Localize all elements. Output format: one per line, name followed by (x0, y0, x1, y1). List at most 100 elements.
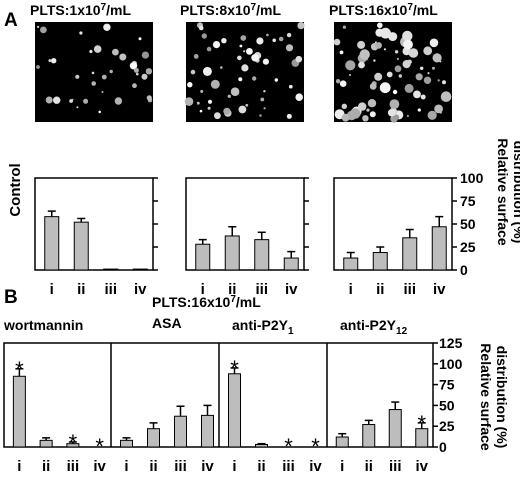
x-tick-label: iv (93, 458, 106, 475)
bar (402, 237, 418, 271)
x-tick-label: iii (67, 458, 80, 475)
platelet-speck (91, 81, 96, 86)
y-tick-label: 25 (460, 239, 476, 255)
platelet-speck (380, 27, 391, 39)
micrograph-image (35, 22, 153, 122)
platelet-speck (375, 42, 383, 49)
x-tick-label: iv (309, 458, 322, 475)
platelet-speck (241, 64, 249, 72)
bar (254, 239, 270, 271)
panel-b-ylabel-1: Relative surface (478, 343, 494, 451)
x-tick-label: iii (282, 458, 295, 475)
platelet-speck (362, 115, 369, 122)
platelet-speck (349, 108, 361, 119)
bar (73, 221, 89, 271)
platelet-speck (359, 49, 370, 60)
platelet-speck (357, 40, 366, 49)
platelet-speck (190, 69, 196, 75)
platelet-speck (45, 96, 53, 104)
platelet-speck (442, 80, 446, 85)
platelet-speck (239, 44, 243, 48)
platelet-speck (295, 55, 303, 63)
platelet-speck (285, 44, 294, 52)
platelet-speck (286, 113, 292, 119)
panel-b-header: PLTS:16x107/mL (152, 294, 261, 310)
x-tick-label: iv (285, 281, 298, 298)
bar (12, 375, 26, 448)
col2-title: PLTS:8x107/mL (180, 2, 281, 18)
platelet-speck (40, 26, 47, 34)
platelet-speck (103, 23, 111, 31)
micrograph-image (333, 22, 452, 123)
platelet-speck (206, 46, 212, 52)
platelet-speck (369, 83, 377, 90)
x-tick-label: i (124, 458, 128, 475)
platelet-speck (132, 83, 137, 89)
platelet-speck (223, 107, 231, 115)
treatment-label-asa: ASA (152, 315, 182, 331)
platelet-speck (396, 57, 399, 61)
platelet-speck (286, 32, 292, 38)
panel-a-ylabel-2: distribution (%) (511, 141, 520, 244)
platelet-speck (196, 101, 200, 105)
bar (228, 373, 241, 448)
platelet-speck (358, 102, 367, 111)
y-tick-label: 75 (460, 193, 476, 209)
platelet-speck (383, 48, 386, 51)
platelet-speck (141, 73, 148, 80)
platelet-speck (69, 99, 73, 103)
platelet-speck (129, 62, 138, 70)
platelet-speck (297, 22, 305, 30)
platelet-speck (133, 67, 139, 73)
platelet-speck (420, 66, 424, 71)
platelet-speck (256, 37, 264, 45)
bar (431, 226, 447, 271)
platelet-speck (207, 106, 211, 110)
platelet-speck (146, 95, 152, 101)
platelet-speck (112, 48, 119, 56)
x-tick-label: iii (174, 458, 187, 475)
platelet-speck (348, 73, 352, 77)
platelet-speck (93, 45, 102, 53)
platelet-speck (392, 89, 398, 95)
platelet-speck (83, 98, 89, 104)
platelet-speck (212, 41, 221, 49)
platelet-speck (210, 79, 220, 89)
x-tick-label: i (349, 281, 353, 298)
control-row-label: Control (7, 163, 24, 216)
y-tick-label: 0 (439, 439, 447, 455)
x-tick-label: ii (42, 458, 50, 475)
x-tick-label: ii (376, 281, 384, 298)
x-tick-label: i (232, 458, 236, 475)
platelet-speck (369, 111, 376, 118)
platelet-speck (101, 91, 104, 93)
platelet-speck (199, 109, 203, 113)
platelet-speck (260, 97, 265, 102)
bar (132, 268, 148, 271)
platelet-speck (379, 82, 391, 94)
platelet-speck (339, 80, 347, 87)
platelet-speck (341, 113, 350, 122)
bar (39, 439, 53, 448)
platelet-speck (259, 114, 262, 117)
platelet-speck (403, 39, 413, 50)
significance-asterisk: * (15, 357, 24, 382)
platelet-speck (246, 48, 253, 55)
platelet-speck (393, 114, 400, 120)
platelet-speck (51, 58, 57, 64)
platelet-speck (387, 109, 396, 117)
platelet-speck (221, 38, 227, 44)
platelet-speck (367, 99, 377, 108)
bar (195, 243, 211, 271)
platelet-speck (36, 65, 40, 69)
panel-a-chart-1: i ii iii iv (34, 177, 158, 298)
x-tick-label: i (201, 281, 205, 298)
significance-asterisk: * (230, 356, 239, 381)
x-tick-label: ii (228, 281, 236, 298)
platelet-speck (333, 38, 341, 46)
x-tick-label: iii (104, 281, 117, 298)
micrograph-background (35, 22, 153, 122)
platelet-speck (75, 74, 80, 79)
